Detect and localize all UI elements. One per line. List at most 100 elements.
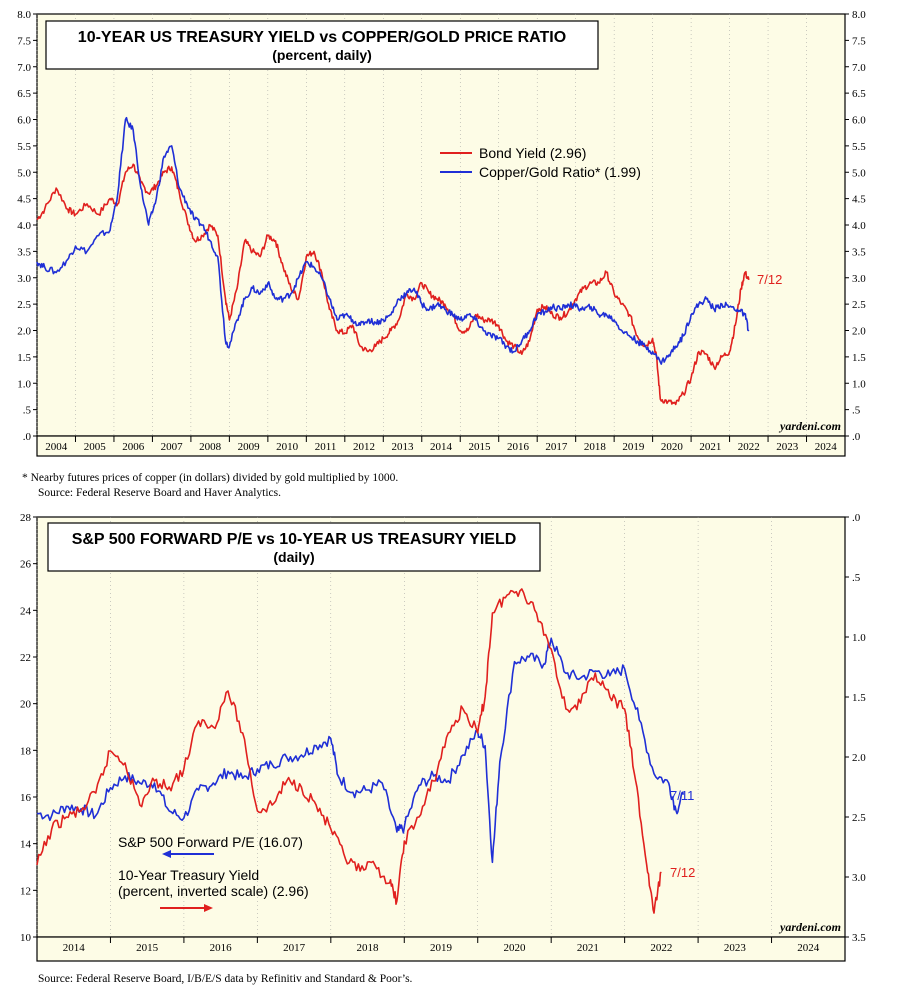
c1-x-label: 2009 — [238, 441, 261, 453]
chart2-watermark: yardeni.com — [778, 920, 841, 934]
chart1-left-axis: .0 .5 1.0 1.5 2.0 2.5 3.0 3.5 4.0 4.5 5.0 5.5 6.0 6.5… — [17, 9, 37, 443]
c2-x-label: 2018 — [357, 942, 380, 954]
c2-left-tick-label: 20 — [20, 699, 32, 711]
c2-right-tick-label: .0 — [852, 512, 861, 524]
c2-left-tick-label: 18 — [20, 745, 32, 757]
chart2-title: S&P 500 FORWARD P/E vs 10-YEAR US TREASU… — [72, 531, 517, 548]
chart2-legend-yield-1: 10-Year Treasury Yield — [118, 867, 259, 883]
chart2-legend-yield-2: (percent, inverted scale) (2.96) — [118, 883, 309, 899]
c1-x-label: 2014 — [430, 441, 453, 453]
c1-x-label: 2016 — [507, 441, 530, 453]
c1-x-label: 2023 — [776, 441, 799, 453]
chart1-x-axis-band — [36, 435, 846, 457]
c2-series-blue — [36, 637, 685, 864]
chart1-series — [36, 116, 750, 406]
c1-right-tick-label: .5 — [852, 405, 861, 417]
chart1-end-label-bond: 7/12 — [757, 272, 782, 287]
c1-x-label: 2024 — [815, 441, 838, 453]
chart2-legend-pe: S&P 500 Forward P/E (16.07) — [118, 834, 303, 850]
c1-x-label: 2006 — [122, 441, 145, 453]
chart2-subtitle: (daily) — [273, 549, 314, 565]
chart2-right-axis: 3.5 3.0 2.5 2.0 1.5 1.0 .5 .0 — [845, 512, 866, 944]
c1-x-label: 2011 — [315, 441, 337, 453]
c1-right-tick-label: .0 — [852, 431, 861, 443]
c2-right-tick-label: 3.5 — [852, 932, 866, 944]
chart1-x-axis: 2004 2005 2006 2007 2008 2009 2010 2011 2012 2013… — [36, 435, 846, 457]
chart2-source: Source: Federal Reserve Board, I/B/E/S d… — [38, 973, 413, 985]
c2-right-tick-label: 1.5 — [852, 692, 866, 704]
c1-x-label: 2015 — [468, 441, 491, 453]
c1-right-tick-label: 2.5 — [852, 299, 866, 311]
c2-series-red — [36, 588, 662, 914]
c1-x-label: 2019 — [622, 441, 645, 453]
c2-x-label: 2020 — [503, 942, 526, 954]
c1-right-tick-label: 3.0 — [852, 273, 866, 285]
c1-x-label: 2004 — [45, 441, 68, 453]
c1-left-tick-label: 5.0 — [17, 167, 31, 179]
c1-left-tick-label: 7.5 — [17, 35, 31, 47]
c2-right-tick-label: .5 — [852, 572, 861, 584]
c1-right-tick-label: 4.5 — [852, 194, 866, 206]
chart1-title-box — [45, 20, 599, 70]
chart2-series — [36, 588, 685, 914]
c1-x-label: 2020 — [661, 441, 684, 453]
c1-right-tick-label: 1.0 — [852, 378, 866, 390]
c1-left-tick-label: 4.0 — [17, 220, 31, 232]
chart2-x-axis-band — [36, 936, 846, 962]
c1-left-tick-label: 3.5 — [17, 246, 31, 258]
c1-right-tick-label: 8.0 — [852, 9, 866, 21]
c1-left-tick-label: .0 — [23, 431, 32, 443]
c1-x-label: 2022 — [738, 441, 760, 453]
c2-left-tick-label: 16 — [20, 792, 32, 804]
c1-series-blue — [36, 116, 750, 365]
c1-x-label: 2021 — [699, 441, 721, 453]
c1-right-tick-label: 1.5 — [852, 352, 866, 364]
c1-left-tick-label: 7.0 — [17, 62, 31, 74]
c1-right-tick-label: 3.5 — [852, 246, 866, 258]
c1-x-label: 2008 — [199, 441, 222, 453]
c1-x-label: 2007 — [161, 441, 184, 453]
c1-left-tick-label: 2.5 — [17, 299, 31, 311]
chart-copper-gold: .0 .5 1.0 1.5 2.0 2.5 3.0 3.5 4.0 4.5 5.0 5.5 6.0 6.5… — [17, 9, 866, 457]
chart1-plot-area — [36, 13, 846, 437]
c2-left-tick-label: 28 — [20, 512, 32, 524]
c2-left-tick-label: 26 — [20, 559, 32, 571]
c1-left-tick-label: 1.5 — [17, 352, 31, 364]
c2-left-tick-label: 10 — [20, 932, 32, 944]
c1-series-red — [36, 163, 750, 406]
c1-left-tick-label: 1.0 — [17, 378, 31, 390]
c1-x-label: 2018 — [584, 441, 607, 453]
c2-right-tick-label: 1.0 — [852, 632, 866, 644]
c2-x-label: 2022 — [650, 942, 672, 954]
c2-x-label: 2014 — [63, 942, 86, 954]
c1-x-label: 2017 — [545, 441, 568, 453]
c2-x-label: 2019 — [430, 942, 453, 954]
c2-x-label: 2024 — [797, 942, 820, 954]
c2-x-label: 2015 — [136, 942, 159, 954]
c1-left-tick-label: 5.5 — [17, 141, 31, 153]
chart1-title: 10-YEAR US TREASURY YIELD vs COPPER/GOLD… — [78, 29, 566, 46]
c1-right-tick-label: 6.5 — [852, 88, 866, 100]
chart2-legend-arrowhead-yield — [204, 904, 213, 912]
c1-left-tick-label: 8.0 — [17, 9, 31, 21]
chart1-watermark: yardeni.com — [778, 419, 841, 433]
chart1-legend-ratio: Copper/Gold Ratio* (1.99) — [479, 164, 641, 180]
c1-right-tick-label: 4.0 — [852, 220, 866, 232]
chart2-title-box — [47, 522, 541, 572]
c1-x-label: 2013 — [392, 441, 415, 453]
c1-left-tick-label: 3.0 — [17, 273, 31, 285]
c1-left-tick-label: 4.5 — [17, 194, 31, 206]
c2-right-tick-label: 2.5 — [852, 812, 866, 824]
c1-left-tick-label: .5 — [23, 405, 32, 417]
c2-x-label: 2021 — [577, 942, 599, 954]
c1-right-tick-label: 7.0 — [852, 62, 866, 74]
chart1-source: Source: Federal Reserve Board and Haver … — [38, 487, 281, 499]
c1-x-label: 2012 — [353, 441, 375, 453]
c1-right-tick-label: 5.5 — [852, 141, 866, 153]
chart2-legend-arrowhead-pe — [162, 850, 171, 858]
c2-left-tick-label: 12 — [20, 885, 31, 897]
c2-x-label: 2023 — [724, 942, 747, 954]
chart2-x-axis: 2014 2015 2016 2017 2018 2019 2020 2021 2022 2023… — [36, 936, 846, 962]
